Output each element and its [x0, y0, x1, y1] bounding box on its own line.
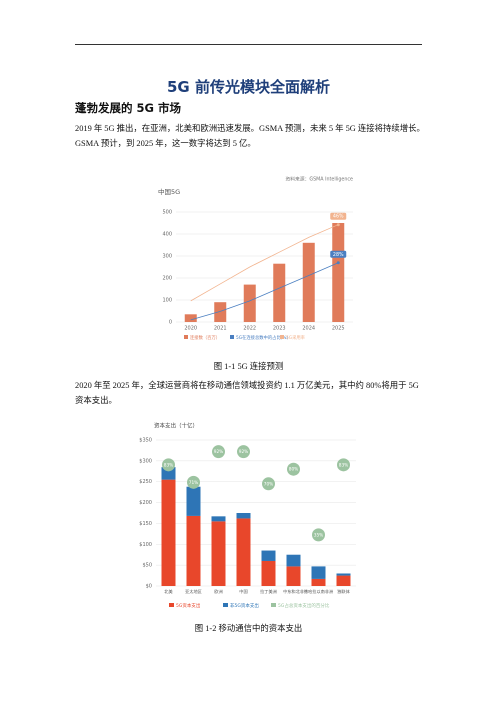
x-tick-label: 2020 [184, 326, 197, 332]
y-tick-label: 200 [162, 276, 172, 282]
bar-segment [261, 560, 276, 586]
data-label: 80% [289, 467, 299, 473]
legend-swatch [184, 335, 188, 339]
bar-segment [211, 516, 226, 522]
bar-segment [186, 486, 201, 516]
x-tick-label: 2021 [214, 326, 227, 332]
x-tick-label: 2024 [302, 326, 315, 332]
percent-marker [312, 528, 325, 542]
bar-segment [211, 521, 226, 586]
y-tick-label: $250 [139, 479, 152, 485]
header-rule [75, 44, 422, 45]
data-label: 70% [264, 481, 274, 487]
bar-segment [311, 578, 326, 586]
data-label: 35% [314, 532, 324, 538]
x-tick-label: 中国 [239, 588, 247, 595]
y-tick-label: 100 [162, 298, 172, 304]
y-tick-label: $100 [139, 542, 152, 548]
y-tick-label: $0 [146, 584, 152, 590]
x-tick-label: 2023 [273, 326, 286, 332]
bar [243, 284, 256, 322]
percent-marker [212, 445, 225, 459]
legend-swatch [230, 335, 234, 339]
x-tick-label: 拉丁美洲 [260, 588, 277, 595]
figure-caption: 图 1-1 5G 连接预测 [213, 362, 284, 371]
legend-swatch [280, 335, 284, 339]
point [336, 223, 340, 227]
x-tick-label: 亚太地区 [185, 588, 202, 595]
bar [214, 302, 227, 322]
legend-swatch [169, 603, 174, 607]
doc-title: 5G 前传光模块全面解析 [167, 78, 330, 96]
x-tick-label: 独联体 [337, 588, 350, 595]
bar [273, 263, 286, 322]
x-tick-label: 2025 [332, 326, 345, 332]
legend-label: 5G在连接总数中的占比(%) [236, 334, 288, 341]
percent-marker [337, 458, 350, 472]
chart-title: 中国5G [158, 187, 180, 196]
label-box [330, 212, 347, 220]
figure-caption: 图 1-2 移动通信中的资本支出 [194, 624, 303, 633]
chart: 资本支出（十亿） $0 $50 $100 $150 $200 $250 $300 $350 北美 亚… [139, 422, 356, 609]
series-line [190, 262, 339, 321]
bar-segment [261, 550, 276, 561]
percent-marker [262, 477, 275, 491]
bar-segment [236, 513, 251, 519]
bar [302, 242, 315, 322]
chart: 中国5G 资料来源：GSMA Intelligence 0 100 200 300 400 5… [158, 176, 353, 342]
y-tick-label: 400 [162, 232, 172, 238]
paragraph: 2019 年 5G 推出，在亚洲，北美和欧洲迅速发展。GSMA 预测，未来 5 … [75, 124, 425, 148]
x-tick-label: 2022 [243, 326, 256, 332]
legend-label: 5G占总资本支出的百分比 [278, 602, 330, 609]
bar-segment [311, 566, 326, 579]
label-box [330, 250, 347, 258]
bar [184, 314, 197, 322]
percent-marker [237, 445, 250, 459]
x-tick-label: 撒哈拉以南非洲 [304, 588, 333, 595]
bar-segment [336, 573, 351, 576]
source-note: 资料来源：GSMA Intelligence [285, 176, 353, 183]
y-tick-label: 300 [162, 254, 172, 260]
data-label: 92% [239, 449, 249, 455]
percent-marker [287, 462, 300, 476]
percent-marker [162, 458, 175, 472]
data-label: 92% [214, 449, 224, 455]
x-tick-label: 北美 [164, 588, 172, 595]
legend-swatch [271, 603, 276, 607]
y-tick-label: $50 [142, 563, 152, 569]
percent-marker [187, 475, 200, 489]
section-heading: 蓬勃发展的 5G 市场 [75, 101, 181, 115]
y-tick-label: $350 [139, 438, 152, 444]
y-tick-label: 0 [169, 320, 172, 326]
y-tick-label: $300 [139, 458, 152, 464]
data-label: 83% [164, 462, 174, 468]
paragraph: 2020 年至 2025 年，全球运营商将在移动通信领域投资约 1.1 万亿美元… [75, 381, 419, 405]
x-tick-label: 中东和北非 [283, 588, 304, 595]
y-tick-label: 500 [162, 210, 172, 216]
x-tick-label: 欧洲 [214, 588, 222, 595]
y-tick-label: $150 [139, 521, 152, 527]
legend-label: 5G采用率 [286, 334, 306, 341]
series-line [190, 224, 339, 302]
bar-segment [336, 575, 351, 586]
legend-label: 5G资本支出 [176, 602, 201, 609]
bar [332, 223, 345, 322]
point [336, 261, 340, 265]
bar-segment [286, 554, 301, 567]
y-axis-label: 资本支出（十亿） [154, 422, 198, 430]
bar-segment [161, 479, 176, 586]
data-label: 28% [333, 252, 344, 258]
bar-segment [286, 566, 301, 586]
data-label: 46% [333, 214, 344, 220]
data-label: 71% [189, 480, 199, 486]
legend-label: 非5G资本支出 [230, 602, 259, 609]
data-label: 83% [339, 462, 349, 468]
bar-segment [236, 518, 251, 586]
y-tick-label: $200 [139, 500, 152, 506]
bar-segment [186, 515, 201, 586]
legend-label: 连接数（百万） [190, 334, 220, 341]
legend-swatch [223, 603, 228, 607]
